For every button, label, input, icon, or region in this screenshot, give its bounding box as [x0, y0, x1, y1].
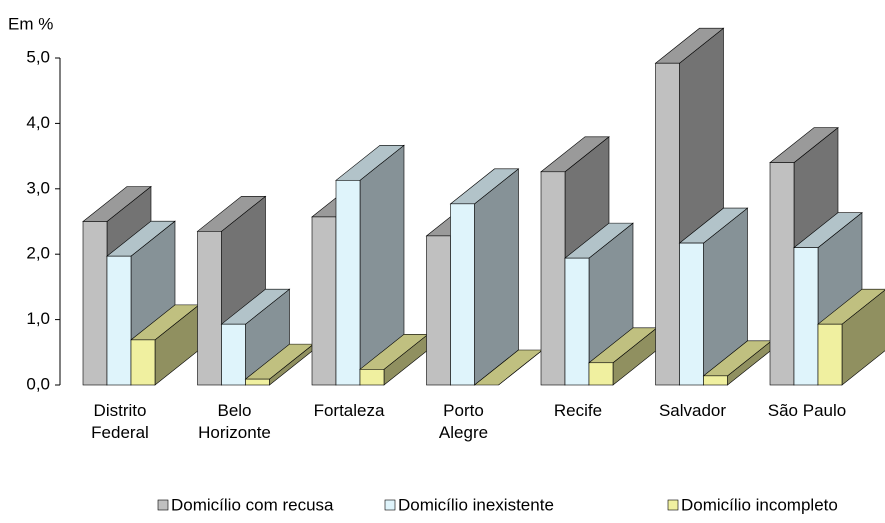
bar [359, 333, 429, 386]
x-tick-label: Distrito Federal [91, 401, 149, 442]
bar [335, 144, 405, 386]
bar-front [793, 247, 819, 386]
x-tick-label-line: Recife [554, 401, 602, 420]
bar [678, 207, 749, 386]
bar [130, 304, 200, 386]
bar-front [197, 231, 222, 386]
bar-front [82, 221, 108, 386]
x-tick-label-line: Distrito [94, 401, 147, 420]
bar [220, 288, 291, 386]
x-tick-label-line: Alegre [439, 423, 488, 442]
y-tick-label: 5,0 [26, 47, 50, 66]
x-tick-label-line: Belo [217, 401, 251, 420]
bar-front [311, 216, 337, 386]
bar-front [426, 235, 451, 386]
legend-swatch [667, 499, 679, 511]
bar-front [245, 378, 270, 386]
bar [702, 340, 773, 386]
x-tick-label-line: Horizonte [198, 423, 271, 442]
bar-front [359, 369, 385, 386]
bar [817, 288, 885, 386]
bar-front [450, 203, 475, 386]
y-axis-title: Em % [8, 14, 53, 33]
x-tick-label-line: Fortaleza [314, 401, 385, 420]
bar-front [817, 323, 843, 386]
bar-front [564, 257, 590, 386]
legend-swatch [157, 499, 169, 511]
legend-swatch [384, 499, 396, 511]
bar-front [679, 242, 704, 386]
bar-front [703, 375, 728, 386]
bar-front [655, 62, 680, 386]
bar-front [540, 171, 566, 386]
legend-label: Domicílio inexistente [398, 495, 554, 514]
y-tick-label: 0,0 [26, 374, 50, 393]
y-tick-label: 1,0 [26, 309, 50, 328]
legend-label: Domicílio incompleto [681, 495, 838, 514]
x-tick-label-line: São Paulo [768, 401, 846, 420]
bar-front [769, 162, 795, 386]
bar-front [130, 339, 156, 386]
y-tick-label: 3,0 [26, 178, 50, 197]
x-tick-label-line: Federal [91, 423, 149, 442]
bar-front [588, 362, 614, 386]
bar-front [335, 179, 361, 386]
bar-front [221, 323, 246, 386]
x-tick-label: Porto Alegre [439, 401, 488, 442]
x-tick-label: Fortaleza [314, 401, 385, 420]
x-tick-label: São Paulo [768, 401, 846, 420]
y-tick-label: 4,0 [26, 113, 50, 132]
x-tick-label: Belo Horizonte [198, 401, 271, 442]
bar-side [474, 168, 519, 386]
bar [588, 327, 658, 386]
legend-label: Domicílio com recusa [171, 495, 334, 514]
y-tick-label: 2,0 [26, 244, 50, 263]
x-tick-label-line: Porto [443, 401, 484, 420]
x-tick-label-line: Salvador [659, 401, 726, 420]
bar [449, 168, 520, 386]
x-tick-label: Recife [554, 401, 602, 420]
bar-front [106, 255, 132, 386]
x-tick-label: Salvador [659, 401, 726, 420]
